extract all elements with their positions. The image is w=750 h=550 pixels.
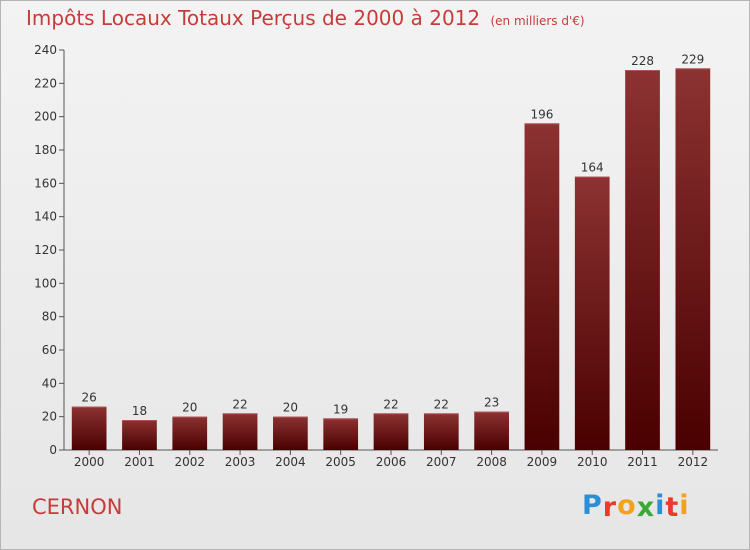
y-tick-label: 220 bbox=[34, 76, 57, 90]
y-tick-label: 80 bbox=[42, 310, 57, 324]
bar-value-label: 18 bbox=[132, 404, 147, 418]
bar-value-label: 196 bbox=[530, 107, 553, 121]
bar-value-label: 164 bbox=[581, 161, 604, 175]
bar-value-label: 22 bbox=[434, 397, 449, 411]
bar-2007 bbox=[423, 413, 459, 450]
x-tick-label: 2004 bbox=[275, 455, 306, 469]
commune-name: CERNON bbox=[32, 495, 123, 519]
logo-letter: i bbox=[655, 490, 666, 521]
logo-letter: i bbox=[679, 490, 690, 521]
bar-value-label: 19 bbox=[333, 402, 348, 416]
y-tick-label: 100 bbox=[34, 276, 57, 290]
bar-value-label: 20 bbox=[182, 401, 197, 415]
logo-letter: P bbox=[582, 490, 603, 521]
y-tick-label: 160 bbox=[34, 176, 57, 190]
bar-2003 bbox=[222, 413, 258, 450]
bar-value-label: 229 bbox=[681, 52, 704, 66]
y-tick-label: 240 bbox=[34, 43, 57, 57]
x-tick-label: 2007 bbox=[426, 455, 457, 469]
x-tick-label: 2005 bbox=[325, 455, 356, 469]
chart-subtitle: (en milliers d'€) bbox=[490, 14, 585, 28]
proxiti-logo[interactable]: Proxiti bbox=[582, 490, 690, 523]
bar-value-label: 23 bbox=[484, 396, 499, 410]
bar-value-label: 26 bbox=[82, 391, 97, 405]
bar-2006 bbox=[373, 413, 409, 450]
y-tick-label: 0 bbox=[49, 443, 57, 457]
bar-2012 bbox=[675, 68, 711, 450]
y-tick-label: 20 bbox=[42, 410, 57, 424]
y-tick-label: 40 bbox=[42, 376, 57, 390]
bar-value-label: 22 bbox=[383, 397, 398, 411]
logo-letter: x bbox=[636, 492, 656, 523]
y-tick-label: 120 bbox=[34, 243, 57, 257]
x-tick-label: 2000 bbox=[74, 455, 105, 469]
y-tick-label: 140 bbox=[34, 210, 57, 224]
bar-2001 bbox=[122, 420, 157, 450]
x-tick-label: 2011 bbox=[627, 455, 658, 469]
chart-title-text: Impôts Locaux Totaux Perçus de 2000 à 20… bbox=[26, 6, 481, 30]
y-tick-label: 180 bbox=[34, 143, 57, 157]
bar-2000 bbox=[71, 406, 107, 450]
x-tick-label: 2001 bbox=[124, 455, 155, 469]
bar-2005 bbox=[323, 418, 359, 450]
bar-value-label: 22 bbox=[232, 397, 247, 411]
bar-2002 bbox=[172, 416, 208, 450]
bar-2011 bbox=[625, 70, 660, 450]
x-tick-label: 2003 bbox=[225, 455, 256, 469]
x-tick-label: 2010 bbox=[577, 455, 608, 469]
bar-2004 bbox=[273, 416, 308, 450]
chart-title: Impôts Locaux Totaux Perçus de 2000 à 20… bbox=[26, 6, 585, 30]
y-tick-label: 200 bbox=[34, 110, 57, 124]
y-tick-label: 60 bbox=[42, 343, 57, 357]
x-tick-label: 2008 bbox=[476, 455, 507, 469]
bar-value-label: 20 bbox=[283, 401, 298, 415]
bar-2008 bbox=[474, 411, 509, 450]
bar-2010 bbox=[574, 176, 610, 450]
logo-letter: o bbox=[617, 490, 637, 521]
x-tick-label: 2012 bbox=[678, 455, 709, 469]
logo-letter: r bbox=[602, 492, 618, 523]
x-tick-label: 2009 bbox=[527, 455, 558, 469]
bar-value-label: 228 bbox=[631, 54, 654, 68]
logo-letter: t bbox=[665, 492, 680, 523]
x-tick-label: 2006 bbox=[376, 455, 407, 469]
bar-2009 bbox=[524, 123, 560, 450]
x-tick-label: 2002 bbox=[174, 455, 205, 469]
